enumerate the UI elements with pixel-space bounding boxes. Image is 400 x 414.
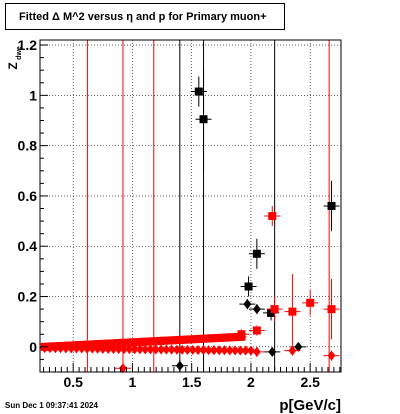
series-5-band-point-37 bbox=[236, 345, 245, 356]
series-5-band-point-34 bbox=[220, 345, 229, 356]
series-5-band-point-31 bbox=[204, 345, 213, 356]
series-5-band-point-35 bbox=[225, 345, 234, 356]
x-tick-label-1: 1 bbox=[129, 374, 137, 390]
y-tick-label-6: 1.2 bbox=[18, 37, 38, 53]
plot-frame-bg bbox=[40, 40, 341, 372]
series-2-point-2 bbox=[268, 212, 277, 221]
series-0-point-5 bbox=[327, 202, 336, 210]
y-tick-label-5: 1 bbox=[29, 87, 37, 103]
series-5-band-point-20 bbox=[146, 344, 155, 355]
y-axis-label-subscript: dwe bbox=[16, 46, 23, 60]
y-tick-label-1: 0.2 bbox=[18, 289, 38, 305]
series-5-band-point-36 bbox=[231, 345, 240, 356]
series-5-band-point-9 bbox=[88, 343, 97, 354]
series-5-band-point-1 bbox=[46, 343, 55, 354]
series-0-point-0 bbox=[194, 87, 203, 96]
series-5-band-point-14 bbox=[114, 344, 123, 355]
footer-timestamp: Sun Dec 1 09:37:41 2024 bbox=[5, 401, 98, 410]
series-0-point-2 bbox=[244, 282, 253, 291]
series-5-band-point-18 bbox=[135, 344, 144, 355]
series-5-band-point-26 bbox=[178, 344, 187, 355]
x-tick-label-0: 0.5 bbox=[63, 374, 83, 390]
series-3-point-3 bbox=[327, 350, 336, 361]
series-5-band-point-25 bbox=[172, 344, 181, 355]
series-5-band-point-27 bbox=[183, 344, 192, 355]
series-5-band-point-8 bbox=[83, 343, 92, 354]
series-5-band-point-13 bbox=[109, 343, 118, 354]
series-5-band-point-24 bbox=[167, 344, 176, 355]
series-2-point-1 bbox=[252, 326, 261, 335]
x-tick-label-2: 1.5 bbox=[182, 374, 202, 390]
series-1-point-2 bbox=[252, 304, 261, 315]
series-5-band-point-38 bbox=[241, 345, 250, 356]
series-5-band-point-30 bbox=[199, 345, 208, 356]
series-2-point-3 bbox=[270, 305, 279, 314]
series-4-band-point-51 bbox=[237, 332, 246, 341]
series-2-point-6 bbox=[327, 305, 336, 314]
series-5-band-point-33 bbox=[215, 345, 224, 356]
series-5-band-point-17 bbox=[130, 344, 139, 355]
series-1-point-4 bbox=[294, 341, 303, 352]
series-5-band-point-23 bbox=[162, 344, 171, 355]
series-3-point-1 bbox=[252, 346, 261, 357]
series-0-point-1 bbox=[199, 115, 208, 124]
y-tick-label-4: 0.8 bbox=[18, 138, 38, 154]
series-5-band-point-4 bbox=[61, 343, 70, 354]
series-5-band-point-39 bbox=[246, 345, 255, 356]
series-5-band-point-21 bbox=[151, 344, 160, 355]
series-5-band-point-32 bbox=[209, 345, 218, 356]
series-5-band-point-11 bbox=[98, 343, 107, 354]
x-tick-label-4: 2.5 bbox=[300, 374, 320, 390]
series-5-band-point-19 bbox=[141, 344, 150, 355]
series-5-band-point-0 bbox=[40, 343, 49, 354]
chart-title: Fitted Δ M^2 versus η and p for Primary … bbox=[19, 10, 267, 23]
series-5-band-point-10 bbox=[93, 343, 102, 354]
series-5-band-point-6 bbox=[72, 343, 81, 354]
series-5-band-point-22 bbox=[157, 344, 166, 355]
series-0-point-3 bbox=[252, 249, 261, 258]
series-5-band-point-7 bbox=[77, 343, 86, 354]
series-5-band-point-15 bbox=[120, 344, 129, 355]
chart-title-box: Fitted Δ M^2 versus η and p for Primary … bbox=[5, 3, 285, 30]
y-tick-label-3: 0.6 bbox=[18, 188, 38, 204]
series-1-point-3 bbox=[268, 346, 277, 357]
y-axis-label: Z bbox=[6, 62, 20, 69]
series-2-point-5 bbox=[306, 298, 315, 307]
series-5-band-point-12 bbox=[104, 343, 113, 354]
series-5-band-point-29 bbox=[194, 344, 203, 355]
y-tick-label-0: 0 bbox=[29, 339, 37, 355]
series-5-band-point-28 bbox=[188, 344, 197, 355]
series-1-point-1 bbox=[243, 299, 252, 310]
series-1-point-0 bbox=[175, 360, 184, 371]
series-3-point-2 bbox=[288, 345, 297, 356]
series-5-band-point-5 bbox=[67, 343, 76, 354]
series-5-band-point-3 bbox=[56, 343, 65, 354]
plot-frame bbox=[39, 39, 342, 373]
series-5-band-point-2 bbox=[51, 343, 60, 354]
y-tick-label-2: 0.4 bbox=[18, 238, 38, 254]
x-axis-label: p[GeV/c] bbox=[279, 397, 341, 414]
series-2-point-4 bbox=[288, 307, 297, 316]
x-tick-label-3: 2 bbox=[247, 374, 255, 390]
series-5-band-point-16 bbox=[125, 344, 134, 355]
